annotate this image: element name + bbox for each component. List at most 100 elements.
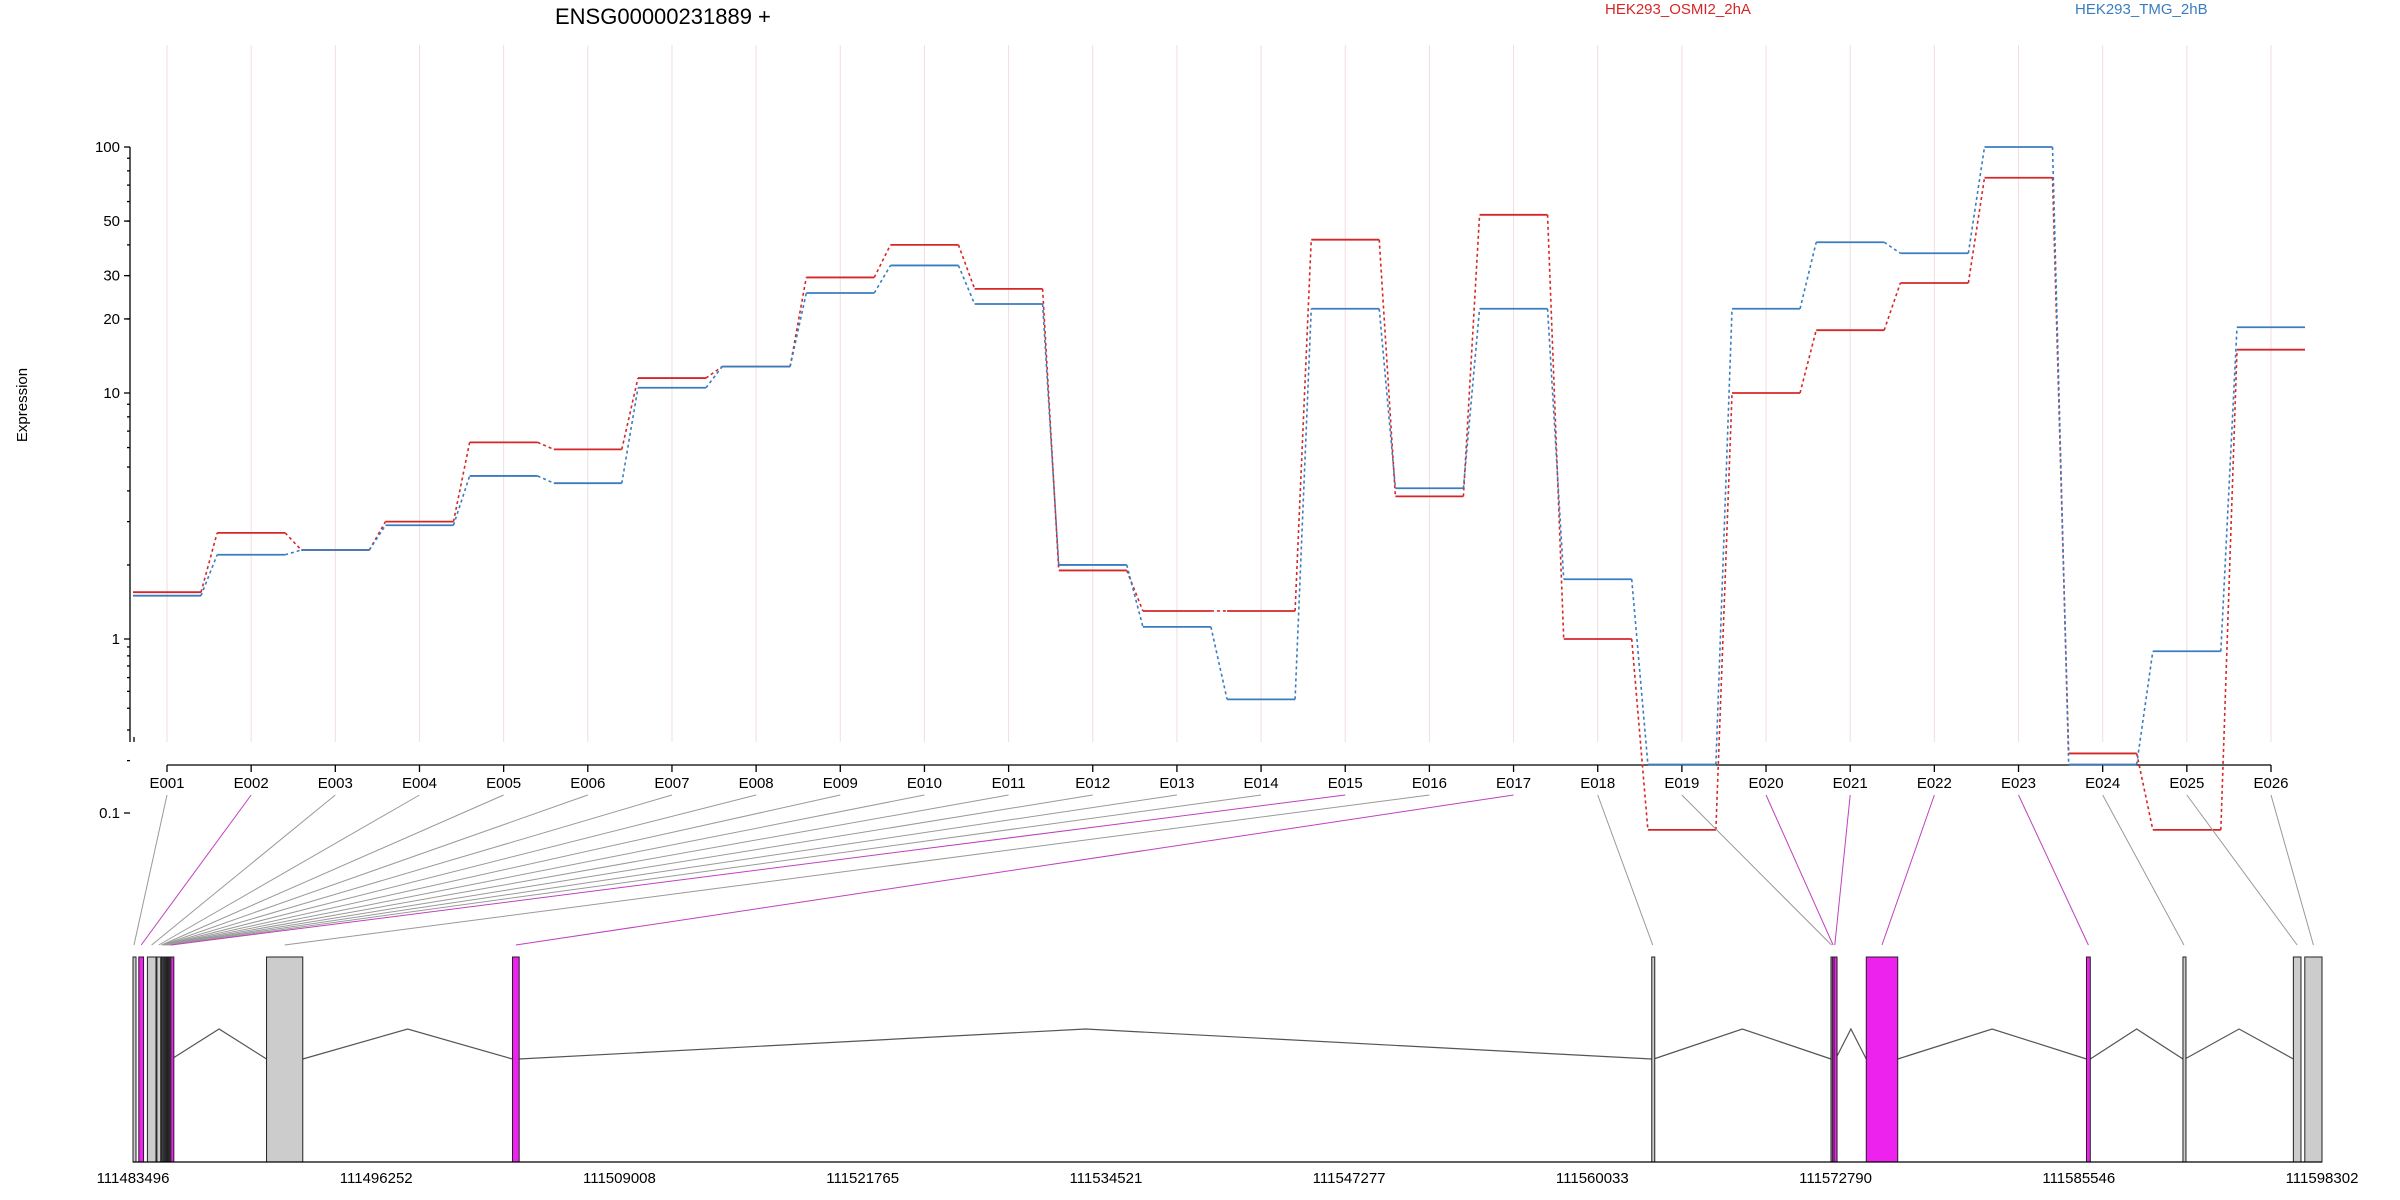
chart-title: ENSG00000231889 + xyxy=(555,4,771,29)
x-tick-label: E001 xyxy=(149,775,184,792)
x-tick-label: E006 xyxy=(570,775,605,792)
connector-line xyxy=(169,794,1177,946)
x-tick-label: E025 xyxy=(2169,775,2204,792)
connector-line xyxy=(161,794,504,946)
intron-line xyxy=(171,1028,267,1060)
x-tick-label: E009 xyxy=(823,775,858,792)
x-tick-label: E003 xyxy=(318,775,353,792)
exon-box xyxy=(132,956,137,1163)
connector-line xyxy=(158,794,420,946)
y-tick-label: 50 xyxy=(103,213,120,230)
connector-line xyxy=(284,794,1430,946)
intron-line xyxy=(1653,1028,1832,1060)
exon-box xyxy=(2182,956,2187,1163)
series-connector xyxy=(200,532,218,593)
x-tick-label: E021 xyxy=(1833,775,1868,792)
series-connector xyxy=(537,441,555,451)
series-connector xyxy=(1125,564,1144,628)
genome-coordinate-label: 111496252 xyxy=(340,1170,413,1187)
connector-line xyxy=(515,794,1514,946)
series-connector xyxy=(1799,330,1817,394)
genome-coordinate-label: 111598302 xyxy=(2286,1170,2359,1187)
series-connector xyxy=(1294,308,1313,700)
y-tick-label: 0.1 xyxy=(99,805,120,822)
x-tick-label: E023 xyxy=(2001,775,2036,792)
genome-coordinate-label: 111560033 xyxy=(1556,1170,1629,1187)
series-connector xyxy=(957,265,976,305)
series-connector xyxy=(2220,349,2238,830)
series-connector xyxy=(284,549,302,556)
intron-line xyxy=(2184,1028,2294,1060)
x-tick-label: E005 xyxy=(486,775,521,792)
series-connector xyxy=(2135,753,2154,831)
x-tick-label: E024 xyxy=(2085,775,2120,792)
series-connector xyxy=(1967,177,1986,284)
x-tick-label: E007 xyxy=(654,775,689,792)
y-tick-label: 20 xyxy=(103,311,120,328)
grid-lines xyxy=(166,45,2272,742)
x-tick-label: E010 xyxy=(907,775,942,792)
series-connector xyxy=(621,387,639,484)
series-connector xyxy=(368,521,387,551)
exon-box xyxy=(1651,956,1656,1163)
x-tick-label: E008 xyxy=(739,775,774,792)
series-connector xyxy=(621,377,639,450)
series-layer xyxy=(133,146,2305,831)
x-tick-label: E020 xyxy=(1749,775,1784,792)
series-connector xyxy=(452,475,471,526)
x-tick-label: E002 xyxy=(234,775,269,792)
exon-box xyxy=(156,956,162,1163)
series-connector xyxy=(284,532,302,551)
x-tick-label: E022 xyxy=(1917,775,1952,792)
genome-coordinate-label: 111534521 xyxy=(1069,1170,1142,1187)
connector-line xyxy=(133,794,168,946)
connector-line xyxy=(167,794,1009,946)
connector-line xyxy=(1881,794,1935,946)
connector-line xyxy=(162,794,588,946)
series-connector xyxy=(1378,308,1397,489)
series-connector xyxy=(1799,242,1817,309)
series-connector xyxy=(452,442,471,522)
exon-box xyxy=(1865,956,1899,1163)
series-connector xyxy=(1041,303,1060,565)
exon-box xyxy=(266,956,304,1163)
gene-model: 111483496 111496252 111509008 111521765 1115… xyxy=(97,956,2359,1187)
intron-line xyxy=(1835,1027,1867,1060)
connector-line xyxy=(164,794,757,946)
exon-box xyxy=(512,956,520,1163)
connector-line xyxy=(1681,794,1832,946)
connector-line xyxy=(2270,794,2314,946)
series-connector xyxy=(1883,241,1901,254)
series-connector xyxy=(368,524,387,551)
connector-line xyxy=(168,794,1093,946)
y-tick-label: 100 xyxy=(95,139,120,156)
intron-line xyxy=(2089,1028,2184,1060)
legend-entry-tmg: HEK293_TMG_2hB xyxy=(2075,1,2208,18)
series-connector xyxy=(1210,626,1228,700)
series-connector xyxy=(1294,239,1313,612)
x-tick-label: E026 xyxy=(2253,775,2288,792)
x-tick-label: E011 xyxy=(992,775,1026,792)
connector-line xyxy=(163,794,673,946)
axes: 100 50 30 20 10 1 0.1 E001 E002 E003 E004 E005 E006 E… xyxy=(95,139,2289,822)
series-connector xyxy=(873,244,892,278)
exon-box xyxy=(138,956,145,1163)
x-tick-label: E013 xyxy=(1159,775,1194,792)
series-connector xyxy=(1126,570,1144,612)
x-tick-label: E014 xyxy=(1244,775,1279,792)
connector-line xyxy=(1834,794,1851,946)
exon-connector-lines xyxy=(133,794,2314,946)
series-connector xyxy=(1715,392,1733,830)
x-tick-label: E012 xyxy=(1075,775,1110,792)
y-tick-label: 1 xyxy=(112,631,120,648)
exon-box xyxy=(2304,956,2323,1163)
x-tick-label: E004 xyxy=(402,775,437,792)
x-tick-label: E016 xyxy=(1412,775,1447,792)
connector-line xyxy=(170,794,1262,946)
genome-coordinate-label: 111521765 xyxy=(826,1170,899,1187)
connector-line xyxy=(1597,794,1654,946)
series-connector xyxy=(957,244,976,290)
series-connector xyxy=(1967,146,1986,254)
connector-line xyxy=(151,794,336,946)
